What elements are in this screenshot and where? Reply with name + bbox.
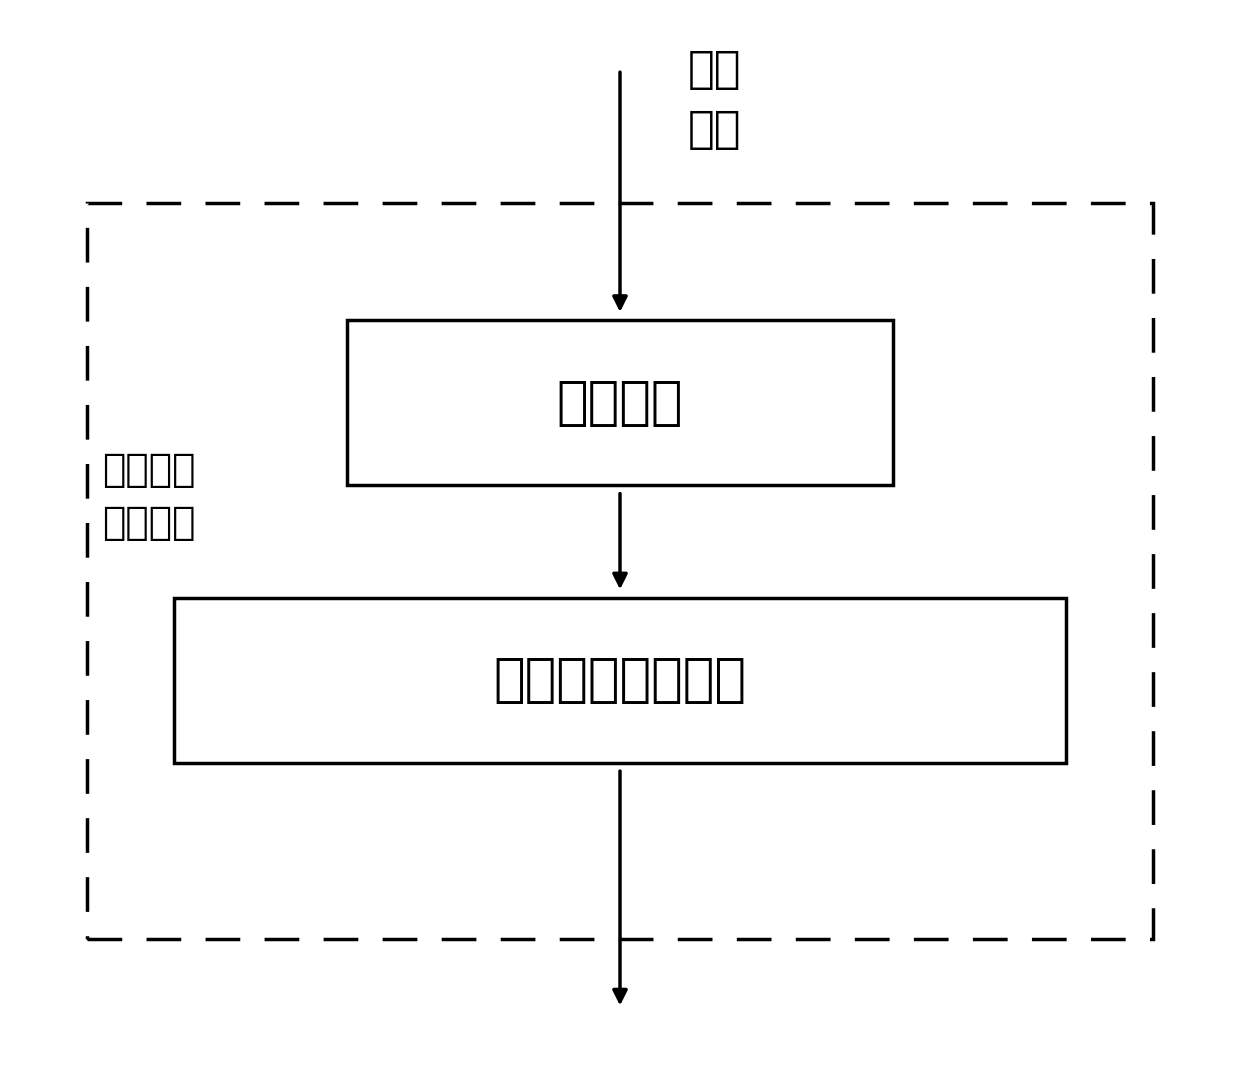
Text: 模拟信号
输出电路: 模拟信号 输出电路 xyxy=(102,450,195,542)
Bar xyxy=(174,598,1066,763)
Text: 电压
信号: 电压 信号 xyxy=(688,48,742,152)
Bar xyxy=(347,320,893,485)
Text: 放大电路: 放大电路 xyxy=(557,377,683,429)
Text: 电压电流转换电路: 电压电流转换电路 xyxy=(494,654,746,706)
